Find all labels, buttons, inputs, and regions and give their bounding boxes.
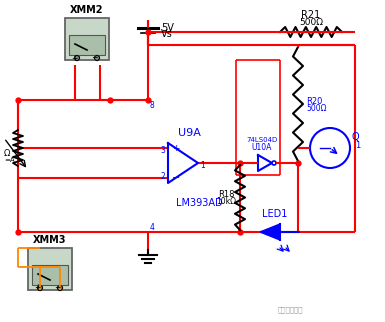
Text: XMM2: XMM2: [70, 5, 104, 15]
Text: R20: R20: [306, 97, 322, 106]
Text: =A: =A: [4, 157, 15, 163]
Circle shape: [57, 286, 62, 290]
FancyBboxPatch shape: [69, 35, 105, 55]
Text: Q: Q: [352, 132, 360, 142]
Text: U10A: U10A: [252, 143, 272, 151]
Text: 74LS04D: 74LS04D: [246, 137, 278, 143]
Polygon shape: [260, 224, 280, 240]
Text: 彼岸电子设计: 彼岸电子设计: [277, 307, 303, 313]
Text: 10kΩ: 10kΩ: [216, 197, 236, 206]
Text: 8: 8: [150, 100, 155, 109]
FancyBboxPatch shape: [28, 248, 72, 290]
Text: 500Ω: 500Ω: [306, 103, 326, 112]
Text: Ω: Ω: [4, 148, 10, 157]
Text: −: −: [54, 283, 60, 292]
Text: −: −: [91, 53, 97, 62]
Text: 1: 1: [355, 141, 360, 150]
Text: Vs: Vs: [161, 29, 173, 39]
Text: 4: 4: [150, 223, 155, 232]
Text: −: −: [172, 173, 180, 183]
Text: R18: R18: [218, 190, 234, 199]
Circle shape: [75, 55, 79, 61]
Text: +: +: [34, 283, 40, 292]
FancyBboxPatch shape: [65, 18, 109, 60]
Circle shape: [94, 55, 99, 61]
Text: LED1: LED1: [262, 209, 288, 219]
Text: 2: 2: [160, 172, 165, 181]
Text: +: +: [172, 144, 179, 153]
Circle shape: [37, 286, 42, 290]
Text: 1: 1: [200, 160, 205, 169]
Text: XMM3: XMM3: [33, 235, 67, 245]
Text: +: +: [71, 53, 77, 62]
Text: LM393AD: LM393AD: [176, 198, 223, 208]
Text: R21: R21: [301, 10, 321, 20]
Text: 3: 3: [160, 146, 165, 155]
Text: 5V: 5V: [161, 23, 174, 33]
Text: 500Ω: 500Ω: [299, 18, 323, 27]
Text: U9A: U9A: [178, 128, 201, 138]
FancyBboxPatch shape: [32, 265, 68, 285]
